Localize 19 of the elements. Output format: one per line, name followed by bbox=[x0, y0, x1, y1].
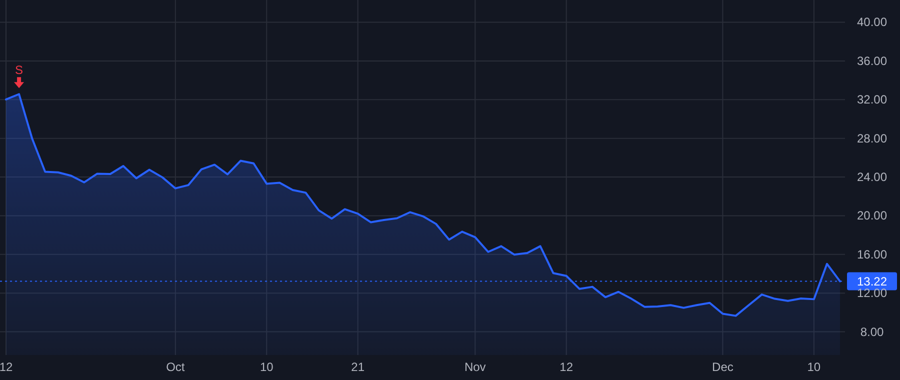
y-tick-label: 12.00 bbox=[856, 286, 888, 300]
y-tick-label: 8.00 bbox=[860, 324, 884, 339]
y-tick-label: 20.00 bbox=[856, 208, 888, 223]
x-tick-label: 10 bbox=[260, 360, 274, 374]
x-tick-label: Dec bbox=[712, 360, 734, 374]
x-tick-label: 12 bbox=[0, 360, 13, 374]
y-tick-label: 28.00 bbox=[856, 131, 888, 146]
y-tick-label: 32.00 bbox=[856, 92, 888, 107]
y-tick-label: 24.00 bbox=[856, 170, 888, 184]
x-tick-label: 21 bbox=[351, 360, 365, 374]
annotation: S bbox=[15, 63, 24, 78]
y-tick-label: 36.00 bbox=[856, 54, 888, 68]
x-tick-label: Oct bbox=[166, 360, 186, 374]
x-tick-label: 12 bbox=[560, 360, 574, 374]
x-tick-label: 10 bbox=[807, 360, 821, 374]
y-tick-label: 16.00 bbox=[856, 247, 888, 262]
y-tick-label: 40.00 bbox=[856, 15, 888, 30]
x-tick-label: Nov bbox=[464, 360, 486, 374]
ref-line-label: 13.22 bbox=[856, 274, 888, 288]
